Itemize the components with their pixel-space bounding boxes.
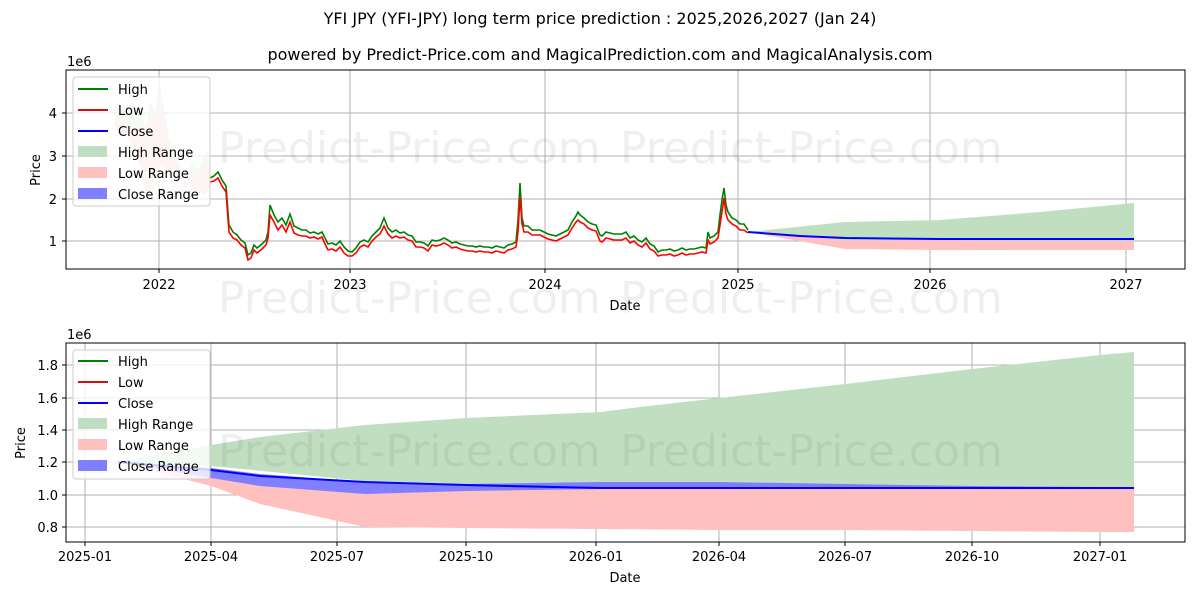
x-tick-label: 2023 (333, 278, 366, 293)
forecast-low-range (118, 462, 1134, 532)
y-axis-label: Price (29, 154, 44, 186)
top-legend: High Low Close High Range Low Range Clos… (72, 76, 211, 207)
x-axis-label: Date (609, 571, 640, 586)
watermark: Predict-Price.com (218, 123, 601, 174)
chart-title: YFI JPY (YFI-JPY) long term price predic… (323, 9, 877, 28)
legend-high-label: High (118, 83, 148, 98)
watermark: Predict-Price.com (620, 123, 1003, 174)
x-tick-label: 2025 (721, 278, 754, 293)
forecast-close-line (747, 231, 1134, 240)
watermark: Predict-Price.com (218, 426, 601, 477)
watermark: Predict-Price.com (218, 273, 601, 324)
y-tick-label: 1.0 (37, 489, 58, 504)
y-tick-label: 1.2 (37, 456, 58, 471)
forecast-close-range (118, 462, 1134, 494)
x-tick-label: 2026-04 (692, 550, 746, 565)
x-axis-label: Date (609, 299, 640, 314)
x-tick-label: 2026-01 (569, 550, 623, 565)
legend-high-range-swatch (78, 418, 107, 429)
top-y-ticks (62, 112, 66, 242)
legend-low-range-swatch (78, 167, 107, 178)
x-tick-label: 2027 (1109, 278, 1142, 293)
y-tick-label: 1 (49, 235, 57, 250)
y-tick-label: 1.6 (37, 392, 58, 407)
legend-close-range-swatch (78, 188, 107, 199)
x-tick-label: 2025-10 (439, 550, 493, 565)
bottom-legend: High Low Close High Range Low Range Clos… (72, 349, 211, 480)
y-tick-label: 3 (49, 150, 57, 165)
top-x-ticks (158, 269, 1127, 273)
x-tick-label: 2026-10 (945, 550, 999, 565)
top-chart: Predict-Price.com Predict-Price.com Pred… (29, 55, 1186, 324)
y-tick-label: 0.8 (37, 521, 58, 536)
x-tick-label: 2024 (528, 278, 561, 293)
x-tick-label: 2026-07 (818, 550, 872, 565)
bottom-x-ticks (84, 542, 1101, 546)
y-tick-label: 4 (49, 107, 57, 122)
x-tick-label: 2025-04 (184, 550, 238, 565)
y-tick-label: 2 (49, 193, 57, 208)
legend-close-label: Close (118, 397, 153, 412)
forecast-low-range (748, 232, 1134, 250)
watermark: Predict-Price.com (620, 426, 1003, 477)
legend-close-range-label: Close Range (118, 188, 199, 203)
x-tick-label: 2022 (142, 278, 175, 293)
forecast-high-range (748, 203, 1134, 241)
bottom-chart: Predict-Price.com Predict-Price.com 1.8 … (14, 328, 1186, 586)
legend-low-range-label: Low Range (118, 439, 189, 454)
watermark: Predict-Price.com (620, 273, 1003, 324)
bottom-y-ticks (62, 364, 66, 528)
y-scale-label: 1e6 (67, 328, 92, 343)
legend-low-label: Low (118, 376, 144, 391)
history-high-line (209, 170, 749, 257)
legend-high-range-swatch (78, 146, 107, 157)
y-tick-label: 1.8 (37, 359, 58, 374)
legend-high-label: High (118, 355, 148, 370)
y-scale-label: 1e6 (67, 55, 92, 70)
legend-low-range-label: Low Range (118, 167, 189, 182)
legend-low-range-swatch (78, 439, 107, 450)
forecast-close-line (117, 461, 1134, 489)
forecast-high-range (118, 352, 1134, 488)
legend-close-range-swatch (78, 460, 107, 471)
x-tick-label: 2025-07 (310, 550, 364, 565)
legend-high-range-label: High Range (118, 418, 193, 433)
y-axis-label: Price (14, 427, 29, 459)
y-tick-label: 1.4 (37, 424, 58, 439)
legend-close-range-label: Close Range (118, 460, 199, 475)
x-tick-label: 2026 (913, 278, 946, 293)
legend-close-label: Close (118, 125, 153, 140)
x-tick-label: 2027-01 (1073, 550, 1127, 565)
chart-subtitle: powered by Predict-Price.com and Magical… (267, 45, 933, 64)
history-low-line (209, 176, 749, 262)
legend-low-label: Low (118, 104, 144, 119)
bottom-axes-frame (65, 342, 1186, 543)
top-axes-frame (65, 69, 1186, 270)
legend-high-range-label: High Range (118, 146, 193, 161)
x-tick-label: 2025-01 (58, 550, 112, 565)
